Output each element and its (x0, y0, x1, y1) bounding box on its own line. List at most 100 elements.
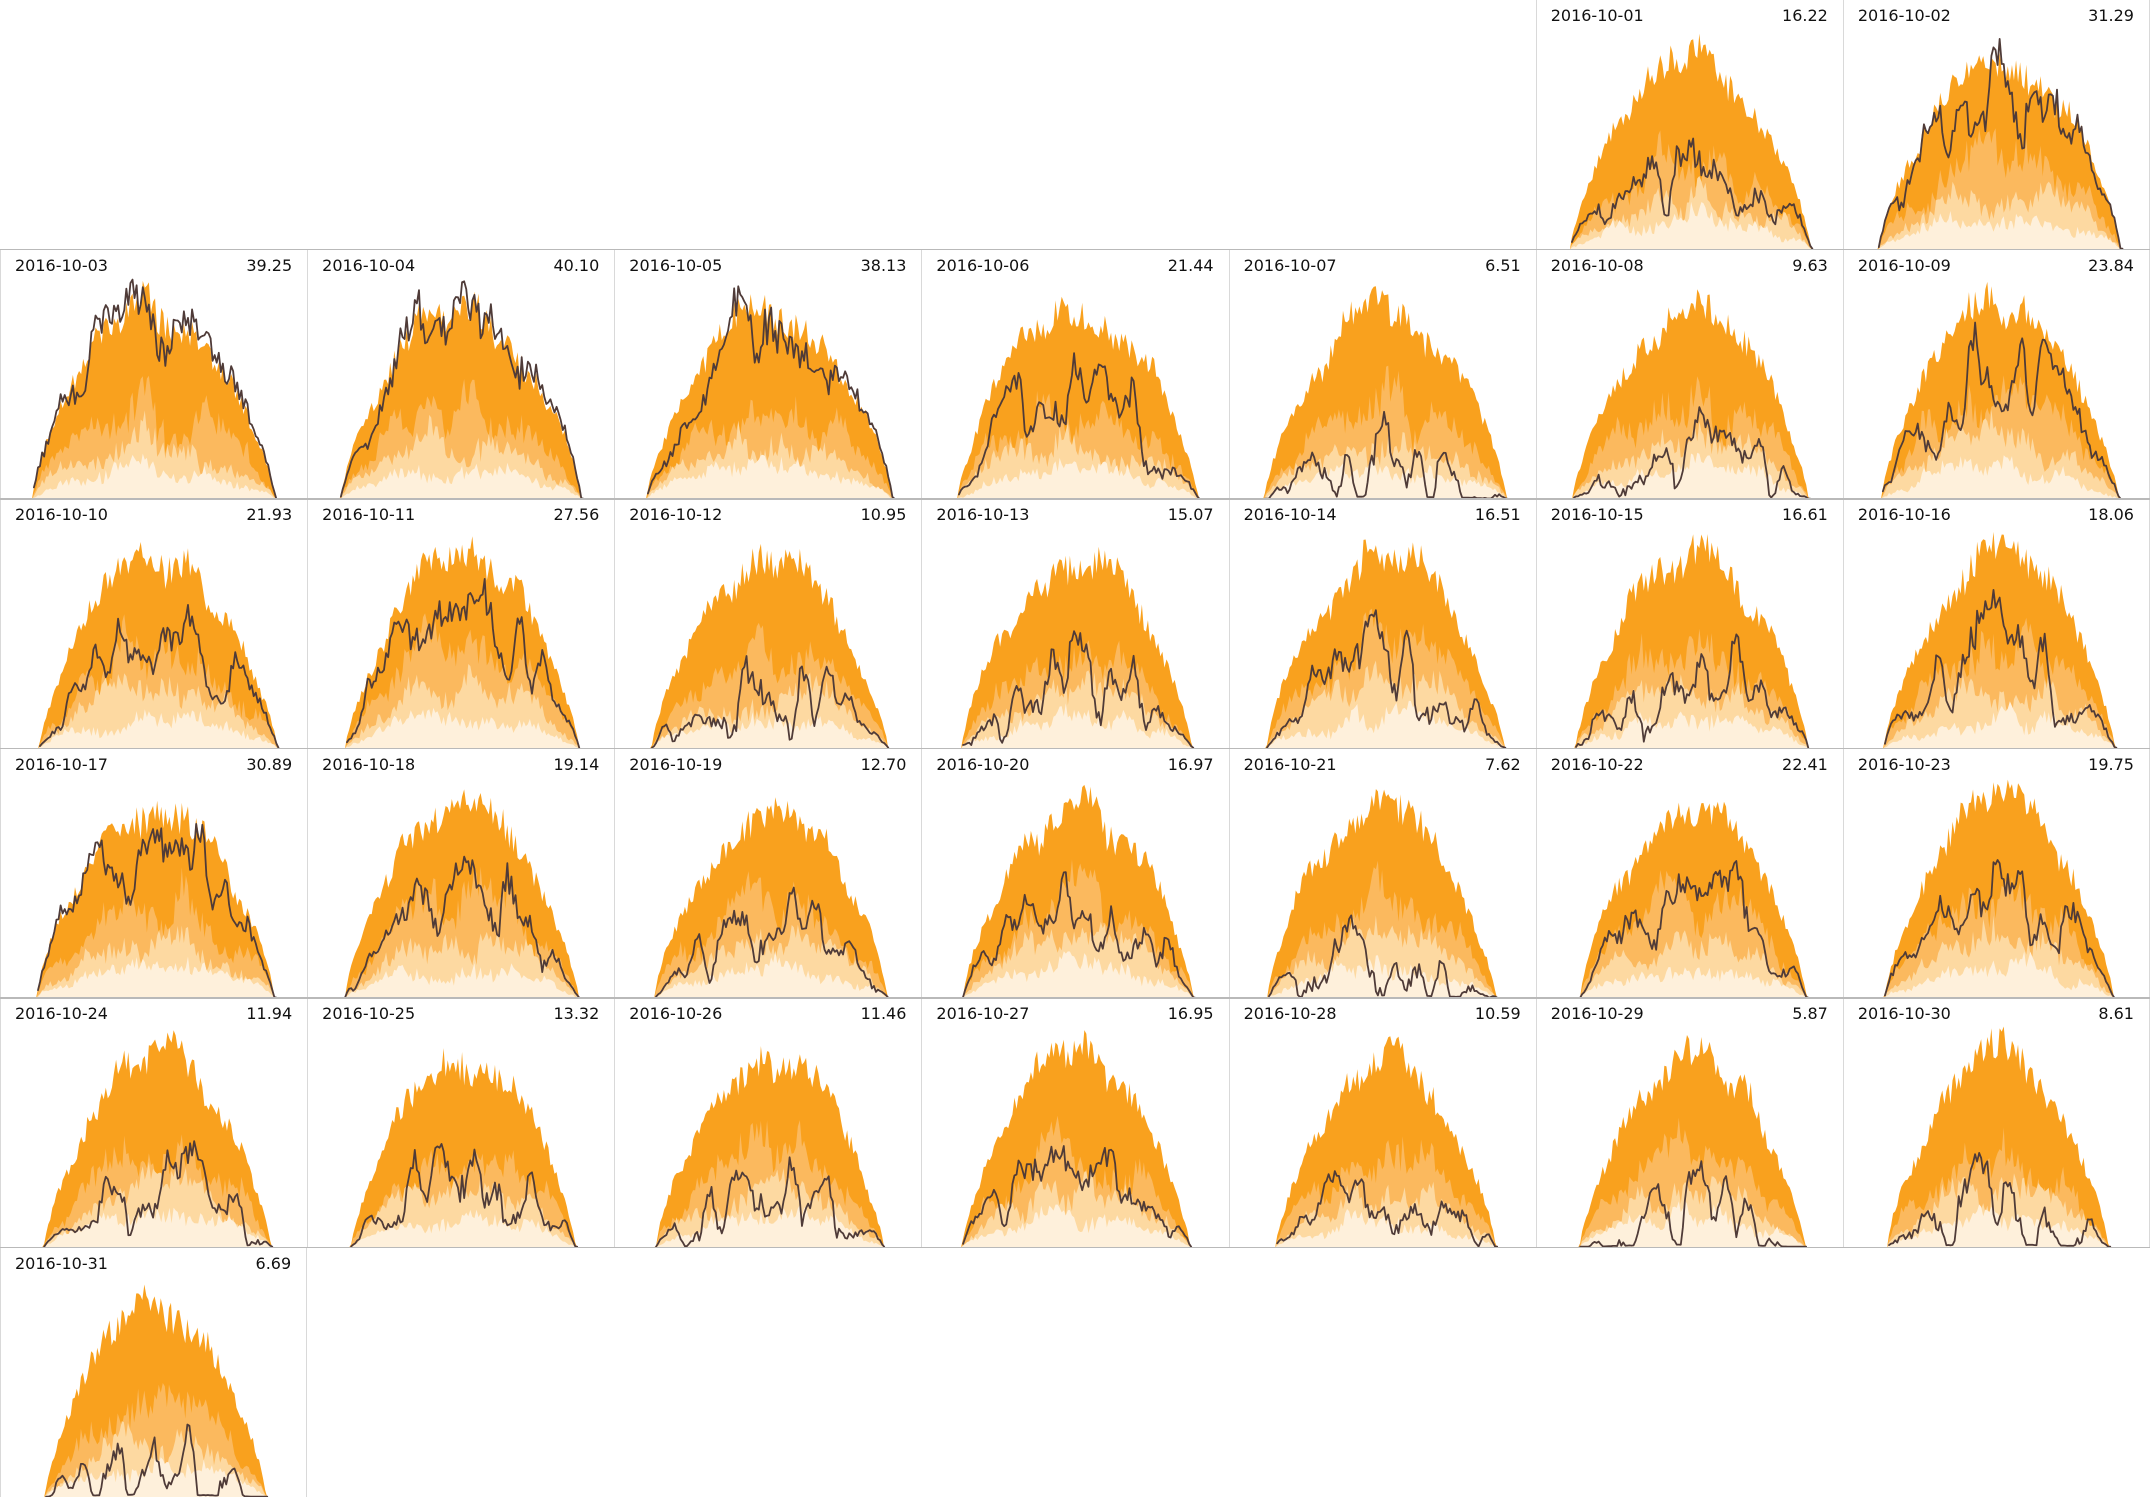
envelope-max-area (1229, 1036, 1536, 1248)
day-cell: 2016-10-20 16.97 (921, 748, 1229, 998)
day-header: 2016-10-02 31.29 (1844, 0, 2149, 30)
day-cell: 2016-10-27 16.95 (921, 998, 1229, 1248)
day-cell: 2016-10-25 13.32 (307, 998, 615, 1248)
day-profile-chart (1843, 779, 2149, 998)
day-date-label: 2016-10-31 (15, 1253, 108, 1273)
day-profile-chart (922, 784, 1229, 998)
day-total-value: 19.14 (553, 754, 600, 774)
day-header: 2016-10-18 19.14 (308, 749, 614, 779)
row-separator (0, 248, 2150, 251)
day-cell: 2016-10-18 19.14 (307, 748, 615, 998)
day-total-value: 13.32 (553, 1004, 600, 1023)
actual-profile-line (1578, 859, 1809, 998)
day-header: 2016-10-17 30.89 (1, 749, 307, 779)
actual-profile-line (33, 278, 278, 499)
actual-profile-line (1263, 410, 1508, 499)
day-profile-chart (1229, 1036, 1536, 1248)
low-band-area (1843, 701, 2149, 749)
day-date-label: 2016-10-22 (1550, 754, 1644, 774)
day-total-value: 15.07 (1167, 505, 1214, 524)
day-profile-chart (308, 788, 615, 998)
day-profile-chart (1843, 531, 2149, 749)
mid-band-area (1843, 670, 2149, 749)
day-total-value: 11.46 (860, 1004, 907, 1023)
day-header: 2016-10-31 6.69 (1, 1248, 306, 1278)
day-date-label: 2016-10-05 (629, 255, 723, 275)
day-profile-chart (1843, 281, 2149, 499)
day-total-value: 23.84 (2088, 255, 2134, 275)
day-total-value: 27.56 (553, 505, 600, 524)
mid-band-area (1536, 929, 1843, 998)
actual-profile-line (1877, 38, 2124, 250)
low-band-area (1536, 711, 1843, 749)
day-date-label: 2016-10-28 (1243, 1004, 1337, 1023)
day-date-label: 2016-10-24 (15, 1004, 108, 1023)
low-band-area (1536, 201, 1843, 250)
day-cell: 2016-10-07 6.51 (1228, 249, 1536, 499)
mid-band-area (1843, 1173, 2149, 1248)
day-date-label: 2016-10-20 (936, 754, 1030, 774)
row-separator (0, 498, 2150, 500)
day-header: 2016-10-15 16.61 (1537, 499, 1843, 529)
low-band-area (1, 709, 308, 749)
low-band-area (922, 457, 1229, 499)
day-profile-chart (615, 543, 922, 749)
day-header: 2016-10-26 11.46 (615, 998, 921, 1028)
actual-profile-line (43, 1140, 274, 1248)
day-cell: 2016-10-05 38.13 (614, 249, 922, 499)
day-header: 2016-10-08 9.63 (1537, 250, 1843, 280)
day-date-label: 2016-10-14 (1243, 505, 1337, 524)
day-date-label: 2016-10-02 (1857, 6, 1951, 25)
day-cell: 2016-10-14 16.51 (1228, 499, 1536, 749)
day-profile-chart (615, 284, 922, 499)
day-profile-chart (615, 1046, 922, 1248)
day-cell: 2016-10-03 39.25 (0, 249, 308, 499)
day-total-value: 39.25 (246, 255, 293, 275)
day-cell: 2016-10-11 27.56 (307, 499, 615, 749)
day-date-label: 2016-10-27 (936, 1004, 1030, 1023)
day-date-label: 2016-10-21 (1243, 754, 1337, 774)
day-header: 2016-10-14 16.51 (1230, 499, 1536, 529)
day-profile-chart (1, 278, 308, 499)
day-date-label: 2016-10-16 (1857, 505, 1951, 524)
actual-profile-line (340, 279, 585, 499)
low-band-area (922, 950, 1229, 998)
day-cell: 2016-10-09 23.84 (1842, 249, 2150, 499)
actual-profile-line (647, 284, 896, 499)
day-header: 2016-10-09 23.84 (1844, 250, 2149, 280)
day-total-value: 19.75 (2088, 754, 2134, 774)
day-profile-chart (308, 1048, 615, 1248)
day-total-value: 16.61 (1782, 505, 1828, 524)
day-profile-chart (1, 1030, 308, 1248)
day-profile-chart (1, 1284, 307, 1497)
day-date-label: 2016-10-26 (629, 1004, 723, 1023)
day-header: 2016-10-03 39.25 (1, 250, 307, 280)
day-total-value: 31.29 (2088, 6, 2134, 25)
day-header: 2016-10-05 38.13 (615, 250, 921, 280)
day-profile-chart (1536, 1035, 1843, 1248)
day-header: 2016-10-25 13.32 (308, 998, 614, 1028)
day-cell: 2016-10-06 21.44 (921, 249, 1229, 499)
actual-profile-line (1578, 1160, 1807, 1248)
envelope-max-area (1536, 1035, 1843, 1248)
day-cell: 2016-10-13 15.07 (921, 499, 1229, 749)
day-cell: 2016-10-24 11.94 (0, 998, 308, 1248)
day-header: 2016-10-30 8.61 (1844, 998, 2149, 1028)
low-band-area (1, 453, 308, 499)
low-band-area (1843, 950, 2149, 998)
low-band-area (1843, 454, 2149, 499)
day-header: 2016-10-29 5.87 (1537, 998, 1843, 1028)
day-total-value: 10.59 (1474, 1004, 1521, 1023)
day-header: 2016-10-22 22.41 (1537, 749, 1843, 779)
day-header: 2016-10-13 15.07 (922, 499, 1228, 529)
day-cell: 2016-10-02 31.29 (1842, 0, 2150, 250)
low-band-area (922, 1204, 1229, 1248)
row-separator (0, 997, 2150, 999)
upper-band-area (1, 866, 308, 998)
day-date-label: 2016-10-04 (322, 255, 416, 275)
day-cell: 2016-10-19 12.70 (614, 748, 922, 998)
day-cell: 2016-10-15 16.61 (1535, 499, 1843, 749)
day-total-value: 16.95 (1167, 1004, 1214, 1023)
day-header: 2016-10-27 16.95 (922, 998, 1228, 1028)
